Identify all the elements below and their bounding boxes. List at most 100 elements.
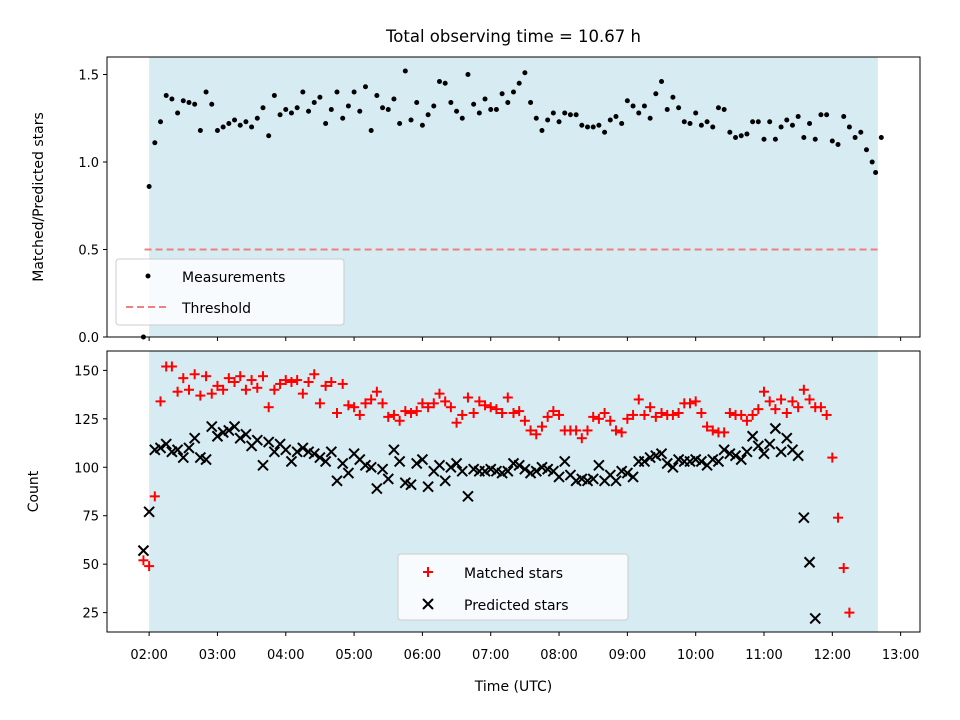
count-y-tick-label: 75 (82, 510, 99, 525)
matched-star-point (599, 408, 610, 419)
measurement-point (317, 94, 323, 100)
measurement-point (630, 103, 636, 109)
measurement-point (590, 124, 596, 130)
predicted-star-point-b (336, 457, 349, 470)
predicted-star-point (439, 475, 451, 487)
predicted-star-point (342, 467, 355, 479)
predicted-star-point-b (576, 473, 588, 485)
matched-star-point (166, 361, 177, 372)
predicted-star-point-b (462, 490, 474, 503)
time-x-tick-label: 11:00 (745, 648, 782, 663)
matched-star-point (571, 425, 582, 436)
predicted-star-point-b (775, 446, 787, 458)
count-y-tick-label: 150 (74, 364, 99, 379)
ratio-panel: 0.0 0.5 1.0 1.5 Matched/Predicted stars Mea… (31, 56, 921, 346)
predicted-star-point-b (262, 436, 275, 448)
predicted-star-point (234, 432, 246, 444)
predicted-star-point (667, 461, 679, 473)
predicted-star-point (137, 544, 150, 557)
measurement-point (465, 72, 471, 77)
predicted-star-point-b (405, 479, 417, 491)
count-panel: 25 50 75 100 125 150 02:00 03:00 04:00 05:00 06:00… (26, 350, 921, 695)
matched-star-point (821, 409, 832, 420)
measurement-point (488, 107, 494, 112)
measurement-point (357, 108, 363, 114)
matched-star-point (178, 373, 189, 384)
measurement-point (704, 119, 710, 125)
predicted-star-point-b (433, 459, 446, 472)
predicted-star-point-b (627, 471, 639, 483)
matched-star-point (468, 408, 479, 419)
matched-star-point (411, 406, 422, 417)
predicted-star-point-b (291, 446, 303, 458)
measurement-point (374, 93, 380, 98)
ratio-y-ticks: 0.0 0.5 1.0 1.5 (78, 69, 902, 346)
predicted-star-point-b (490, 465, 503, 477)
predicted-star-point-b (541, 463, 554, 475)
matched-stars-legend-marker (423, 567, 433, 577)
matched-star-point (610, 425, 621, 436)
predicted-star-point (610, 475, 622, 487)
measurement-point (778, 124, 784, 130)
ratio-y-tick-label: 0.5 (78, 244, 99, 259)
matched-star-point (440, 396, 451, 407)
predicted-star-point-b (188, 432, 201, 444)
time-x-tick-label: 02:00 (130, 648, 167, 663)
matched-star-point (673, 408, 684, 419)
matched-star-point (343, 400, 354, 411)
matched-star-point (457, 409, 468, 420)
measurement-point (425, 112, 431, 118)
count-y-tick-label: 100 (74, 461, 99, 476)
measurement-point (402, 68, 408, 74)
predicted-star-point-b (792, 449, 804, 462)
predicted-star-point-b (746, 430, 759, 442)
measurement-point (266, 133, 272, 139)
predicted-star-point-b (809, 612, 821, 625)
predicted-star-point (422, 480, 434, 493)
matched-star-point (172, 386, 183, 397)
predicted-stars-legend-label: Predicted stars (464, 598, 569, 614)
matched-star-point (719, 427, 730, 438)
matched-star-point (303, 377, 314, 388)
predicted-star-point-b (194, 451, 207, 464)
measurement-point (545, 117, 551, 123)
ratio-y-tick-label: 0.0 (78, 331, 99, 346)
matched-star-point (155, 396, 166, 407)
measurement-point (448, 100, 454, 105)
predicted-star-point (171, 444, 184, 456)
predicted-star-point-b (707, 453, 719, 466)
predicted-star-point (223, 424, 235, 437)
measurement-point (824, 112, 830, 118)
count-marks (137, 361, 855, 625)
ratio-legend-box (115, 258, 345, 326)
predicted-star-point-b (553, 471, 565, 483)
measurement-point (306, 108, 312, 114)
predicted-star-point-b (206, 420, 218, 433)
matched-star-point (548, 406, 559, 417)
measurement-point (152, 140, 158, 146)
measurement-point (681, 119, 687, 125)
legend-cross-b (422, 598, 434, 610)
measurement-point (693, 110, 699, 116)
matched-star-point (240, 384, 251, 395)
matched-star-point (798, 384, 809, 395)
predicted-star-point (143, 506, 155, 518)
measurement-point (419, 122, 425, 128)
matched-star-point (793, 402, 804, 413)
predicted-star-point-b (741, 446, 753, 458)
measurement-point (391, 96, 397, 102)
measurement-point (715, 105, 721, 111)
measurement-point (300, 89, 306, 95)
measurement-point (158, 119, 164, 125)
predicted-star-point-b (450, 457, 463, 470)
measurement-point (522, 70, 528, 76)
predicted-star-point (308, 448, 320, 460)
count-ticks: 25 50 75 100 125 150 02:00 03:00 04:00 05:00 06:00… (74, 364, 919, 663)
predicted-star-point-b (689, 453, 702, 466)
predicted-star-point-b (211, 430, 224, 442)
predicted-star-point-b (325, 446, 338, 458)
ratio-legend: Measurements Threshold (115, 258, 345, 326)
measurement-point (197, 128, 203, 133)
matched-star-point (326, 377, 337, 388)
matched-star-point (189, 369, 200, 380)
